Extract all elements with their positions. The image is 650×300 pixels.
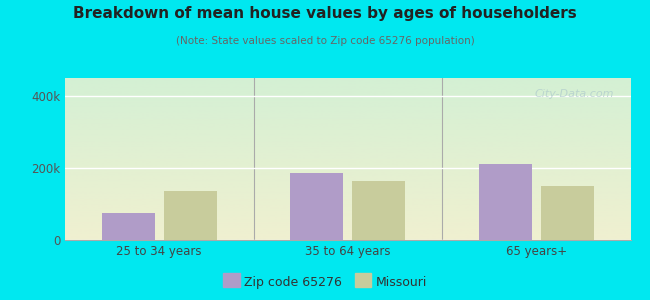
Text: (Note: State values scaled to Zip code 65276 population): (Note: State values scaled to Zip code 6… — [176, 36, 474, 46]
Bar — [352, 181, 405, 240]
Text: City-Data.com: City-Data.com — [534, 89, 614, 99]
Bar — [164, 191, 216, 240]
Bar — [102, 213, 155, 240]
Text: Breakdown of mean house values by ages of householders: Breakdown of mean house values by ages o… — [73, 6, 577, 21]
Bar — [479, 164, 532, 240]
Bar — [541, 186, 593, 240]
Bar — [291, 173, 343, 240]
Legend: Zip code 65276, Missouri: Zip code 65276, Missouri — [218, 271, 432, 294]
